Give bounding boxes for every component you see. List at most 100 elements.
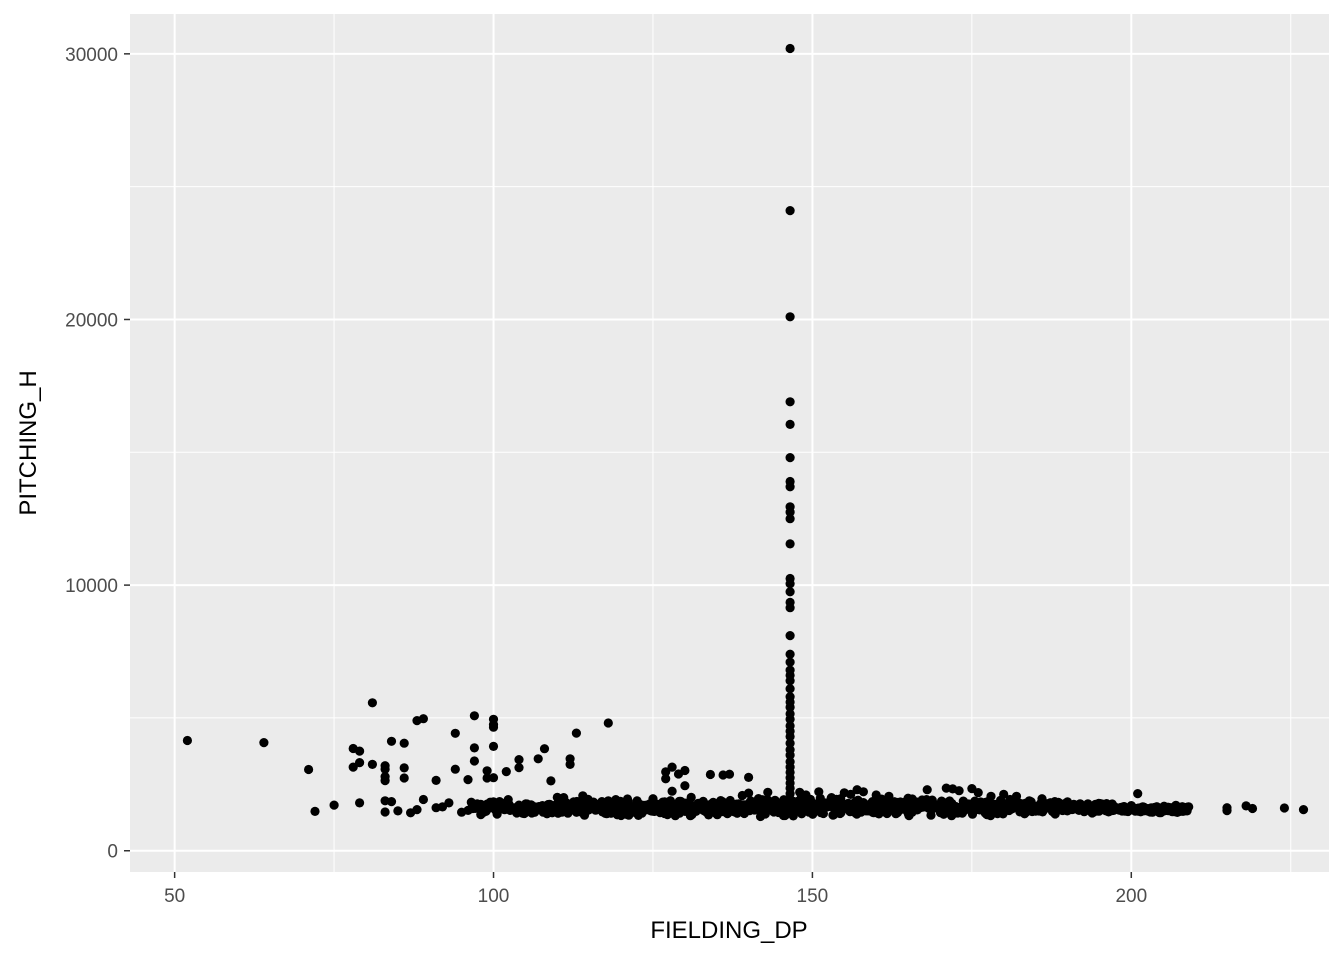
data-point xyxy=(664,798,675,808)
minor-gridlines xyxy=(130,14,1329,872)
data-point xyxy=(571,728,582,738)
data-point xyxy=(1094,801,1104,811)
data-point xyxy=(785,43,795,54)
data-point xyxy=(903,793,913,803)
data-point xyxy=(1222,806,1232,816)
data-point xyxy=(393,806,403,816)
data-point xyxy=(680,781,690,791)
data-point xyxy=(1038,805,1048,815)
data-point xyxy=(667,762,677,772)
data-point xyxy=(744,772,754,783)
data-point xyxy=(801,790,811,800)
data-point xyxy=(839,801,850,812)
data-point xyxy=(304,764,314,775)
data-point xyxy=(680,765,690,776)
data-point xyxy=(954,786,964,796)
data-point xyxy=(488,741,499,752)
data-point xyxy=(785,738,795,748)
data-point xyxy=(527,808,537,818)
y-tick-label: 10000 xyxy=(65,576,118,597)
data-point xyxy=(355,798,365,808)
data-point xyxy=(749,805,760,815)
data-point xyxy=(785,539,795,549)
data-point xyxy=(814,787,824,797)
y-axis-title: PITCHING_H xyxy=(15,370,42,515)
data-point xyxy=(348,762,358,772)
data-point xyxy=(815,800,825,810)
data-point xyxy=(1016,805,1026,815)
data-point xyxy=(884,791,894,801)
data-point xyxy=(1133,789,1143,799)
data-point xyxy=(785,684,795,694)
data-point xyxy=(763,787,773,797)
data-point xyxy=(329,800,339,810)
data-point xyxy=(622,794,633,804)
data-point xyxy=(947,798,957,809)
data-point xyxy=(584,805,594,815)
data-point xyxy=(533,754,543,764)
data-point xyxy=(1027,805,1037,815)
data-point xyxy=(965,802,975,812)
data-point xyxy=(1050,797,1060,807)
data-point xyxy=(1075,799,1085,809)
data-point xyxy=(514,755,524,765)
data-point xyxy=(629,807,639,817)
data-point xyxy=(785,702,795,712)
data-point xyxy=(850,798,861,808)
data-point xyxy=(661,767,671,777)
data-point xyxy=(367,759,377,770)
y-tick-label: 30000 xyxy=(65,45,118,66)
x-axis-title: FIELDING_DP xyxy=(650,917,807,944)
data-point xyxy=(457,807,467,817)
data-point xyxy=(610,803,620,813)
data-point xyxy=(558,803,568,813)
data-point xyxy=(1298,805,1309,815)
data-point xyxy=(450,728,460,738)
data-point xyxy=(686,792,696,803)
data-point xyxy=(667,786,677,796)
data-point xyxy=(785,397,795,407)
data-point xyxy=(785,312,795,322)
data-point xyxy=(674,798,684,808)
data-point xyxy=(412,805,422,815)
data-point xyxy=(399,773,409,783)
data-point xyxy=(1024,796,1034,806)
data-point xyxy=(785,514,795,524)
data-point xyxy=(1145,807,1155,817)
x-tick-label: 150 xyxy=(797,886,829,907)
data-point xyxy=(795,797,805,808)
x-tick-label: 200 xyxy=(1115,886,1147,907)
data-point xyxy=(514,763,524,773)
data-point xyxy=(648,794,658,804)
data-point xyxy=(476,810,486,820)
data-point xyxy=(463,775,473,785)
data-point xyxy=(721,803,732,813)
data-point xyxy=(705,769,716,780)
data-point xyxy=(578,791,588,801)
data-point xyxy=(882,808,892,819)
data-point xyxy=(575,805,586,815)
y-axis-ticks: 0 10000 20000 30000 xyxy=(65,45,130,863)
data-point xyxy=(488,773,499,783)
data-point xyxy=(386,736,397,746)
data-point xyxy=(444,798,454,808)
data-point xyxy=(785,482,795,492)
data-point xyxy=(380,807,390,817)
data-point xyxy=(920,800,930,811)
y-tick-label: 20000 xyxy=(65,310,118,331)
data-point xyxy=(871,790,881,800)
data-point xyxy=(603,796,613,806)
data-point xyxy=(450,764,460,774)
data-point xyxy=(858,787,869,797)
data-point xyxy=(986,791,996,801)
data-point xyxy=(785,507,795,517)
data-point xyxy=(512,808,522,818)
x-tick-label: 50 xyxy=(164,886,185,907)
data-point xyxy=(469,743,479,753)
data-point xyxy=(892,808,903,818)
data-point xyxy=(546,776,556,786)
data-point xyxy=(501,767,511,777)
data-point xyxy=(745,797,755,807)
data-point xyxy=(816,807,827,817)
